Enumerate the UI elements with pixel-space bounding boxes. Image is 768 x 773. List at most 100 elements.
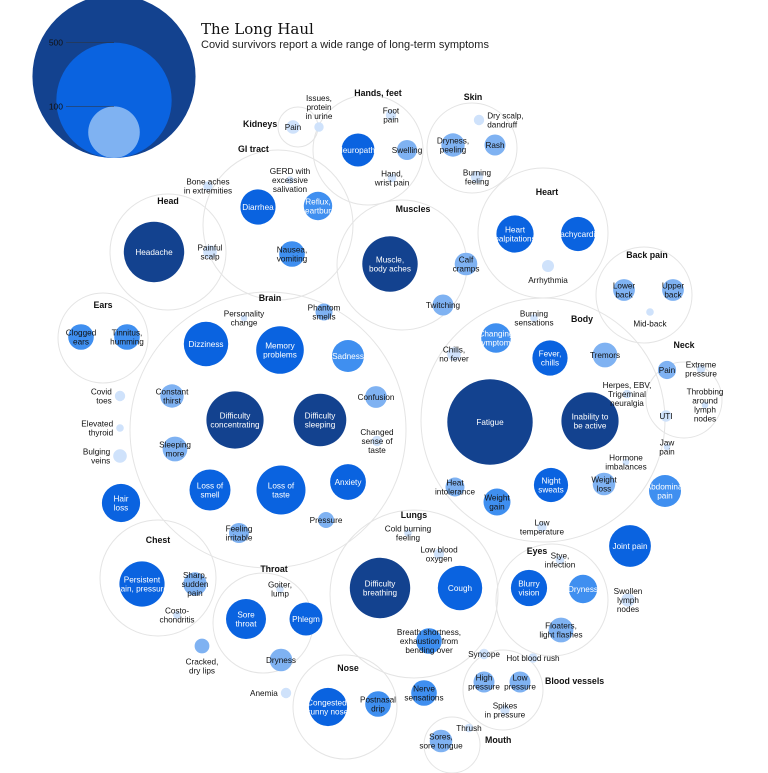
group-outline-nose — [292, 654, 398, 760]
label-eyes-swollen-lymph-nodes: Swollen lymph nodes — [614, 587, 643, 614]
label-kidneys-pain: Pain — [285, 123, 302, 132]
label-brain-anxiety: Anxiety — [335, 478, 363, 487]
bubble-eyes-dryness — [568, 574, 598, 604]
label-throat-cracked-dry-lips: Cracked, dry lips — [186, 657, 219, 675]
label-gi-tract-diarrhea: Diarrhea — [242, 203, 274, 212]
legend-circle-500 — [56, 42, 172, 159]
bubble-body-fever-chills — [532, 340, 568, 376]
label-brain-sadness: Sadness — [332, 352, 364, 361]
bubble-brain-dizziness — [183, 321, 229, 367]
label-body-weight-gain: Weight gain — [484, 493, 510, 511]
label-back-pain-mid-back: Mid-back — [633, 320, 667, 329]
bubble-eyes-stye-infection — [555, 555, 565, 565]
bubble-throat-dryness — [269, 648, 293, 672]
bubble-gi-tract-bone-aches-in-extremities — [203, 181, 213, 191]
bubble-uti — [660, 410, 672, 422]
bubble-back-pain-upper-back — [662, 279, 684, 301]
bubble-kidneys-pain — [286, 120, 300, 134]
bubble-lungs-breath-shortness-exhaustion-from-bending-over — [416, 628, 442, 654]
label-ears-clogged-ears: Clogged ears — [66, 328, 97, 346]
bubble-brain-feeling-irritable — [229, 523, 249, 543]
bubble-body-burning-sensations — [530, 314, 538, 322]
label-nose-congested-runny-nose: Congested, runny nose — [307, 698, 349, 716]
group-label-heart: Heart — [536, 187, 559, 197]
bubble-body-changing-symptoms — [481, 323, 511, 353]
bubble-brain-difficulty-sleeping — [293, 393, 347, 447]
label-brain-memory-problems: Memory problems — [263, 341, 297, 359]
group-label-eyes: Eyes — [527, 546, 548, 556]
bubble-ears-tinnitus-humming — [114, 324, 140, 350]
bubble-chest-sharp-sudden-pain — [183, 572, 207, 596]
label-heart-tachycardia: Tachycardia — [556, 230, 600, 239]
label-hair-loss: Hair loss — [113, 494, 128, 512]
bubble-brain-confusion — [365, 386, 387, 408]
label-neck-throbbing-around-lymph-nodes: Throbbing around lymph nodes — [687, 387, 724, 423]
bubble-back-pain-mid-back — [646, 308, 654, 316]
bubble-neck-throbbing-around-lymph-nodes — [701, 401, 709, 409]
bubble-eyes-blurry-vision — [510, 569, 548, 607]
label-brain-loss-of-smell: Loss of smell — [197, 481, 224, 499]
group-outline-head — [109, 193, 227, 311]
label-blood-vessels-syncope: Syncope — [468, 650, 500, 659]
label-lungs-cough: Cough — [448, 584, 473, 593]
label-chest-costo-chondritis: Costo-chondritis — [159, 606, 194, 624]
label-gi-tract-reflux-heartburn: Reflux, heartburn — [300, 197, 335, 215]
label-mouth-sores-sore-tongue: Sores, sore tongue — [419, 732, 463, 750]
group-label-back-pain: Back pain — [626, 250, 668, 260]
label-muscles-twitching: Twitching — [426, 301, 461, 310]
group-outline-brain — [129, 291, 407, 569]
bubble-body-inability-to-be-active — [561, 392, 619, 450]
bubble-brain-constant-thirst — [160, 384, 184, 408]
group-label-ears: Ears — [93, 300, 112, 310]
bubble-blood-vessels-high-pressure — [473, 671, 495, 693]
group-outline-eyes — [495, 543, 609, 657]
label-body-burning-sensations: Burning sensations — [514, 309, 553, 327]
label-brain-difficulty-sleeping: Difficulty sleeping — [305, 411, 337, 429]
label-nose-nerve-sensations: Nerve sensations — [404, 684, 443, 702]
bubble-heart-heart-palpitations — [496, 215, 534, 253]
group-label-muscles: Muscles — [396, 204, 431, 214]
label-back-pain-lower-back: Lower back — [613, 281, 636, 299]
label-abdominal-pain: Abdominal pain — [646, 482, 685, 500]
label-skin-rash: Rash — [485, 141, 505, 150]
label-anemia: Anemia — [250, 689, 278, 698]
bubble-body-low-temperature — [537, 522, 547, 532]
label-chest-persistent-pain-pressure: Persistent pain, pressure — [116, 575, 168, 593]
label-eyes-dryness: Dryness — [568, 585, 598, 594]
label-blood-vessels-high-pressure: High pressure — [468, 673, 500, 691]
label-brain-dizziness: Dizziness — [188, 340, 223, 349]
bubbles — [68, 109, 709, 753]
bubble-mouth-thrush — [464, 723, 474, 733]
label-skin-dryness-peeling: Dryness, peeling — [437, 136, 469, 154]
group-outline-gi-tract — [202, 149, 354, 301]
label-ears-tinnitus-humming: Tinnitus, humming — [110, 328, 144, 346]
label-throat-phlegm: Phlegm — [292, 615, 320, 624]
label-throat-sore-throat: Sore throat — [236, 610, 258, 628]
bubble-skin-rash — [484, 134, 506, 156]
label-eyes-floaters-light-flashes: Floaters, light flashes — [539, 621, 582, 639]
bubble-ears-clogged-ears — [68, 324, 94, 350]
bubble-hands-feet-foot-pain — [385, 109, 397, 121]
bubble-body-weight-gain — [483, 488, 511, 516]
bubble-covid-toes — [114, 390, 126, 402]
label-brain-feeling-irritable: Feeling irritable — [226, 524, 253, 542]
label-brain-sleeping-more: Sleeping more — [159, 440, 191, 458]
label-body-chills-no-fever: Chills, no fever — [439, 345, 469, 363]
bubble-lungs-low-blood-oxygen — [433, 548, 445, 560]
label-brain-constant-thirst: Constant thirst — [156, 387, 189, 405]
label-bulging-veins: Bulging veins — [83, 447, 111, 465]
bubble-body-fatigue — [447, 379, 533, 465]
bubble-throat-cracked-dry-lips — [194, 638, 210, 654]
bubble-blood-vessels-spikes-in-pressure — [500, 705, 510, 715]
bubble-blood-vessels-syncope — [478, 648, 490, 660]
bubble-muscles-twitching — [432, 294, 454, 316]
group-outline-hands-feet — [312, 94, 424, 206]
label-hands-feet-foot-pain: Foot pain — [383, 106, 400, 124]
bubble-brain-personality-change — [240, 314, 248, 322]
label-head-headache: Headache — [135, 248, 173, 257]
bubble-body-heat-intolerance — [445, 477, 465, 497]
label-body-fatigue: Fatigue — [476, 418, 504, 427]
group-outline-lungs — [329, 509, 499, 679]
label-muscles-muscle-body-aches: Muscle, body aches — [369, 255, 411, 273]
